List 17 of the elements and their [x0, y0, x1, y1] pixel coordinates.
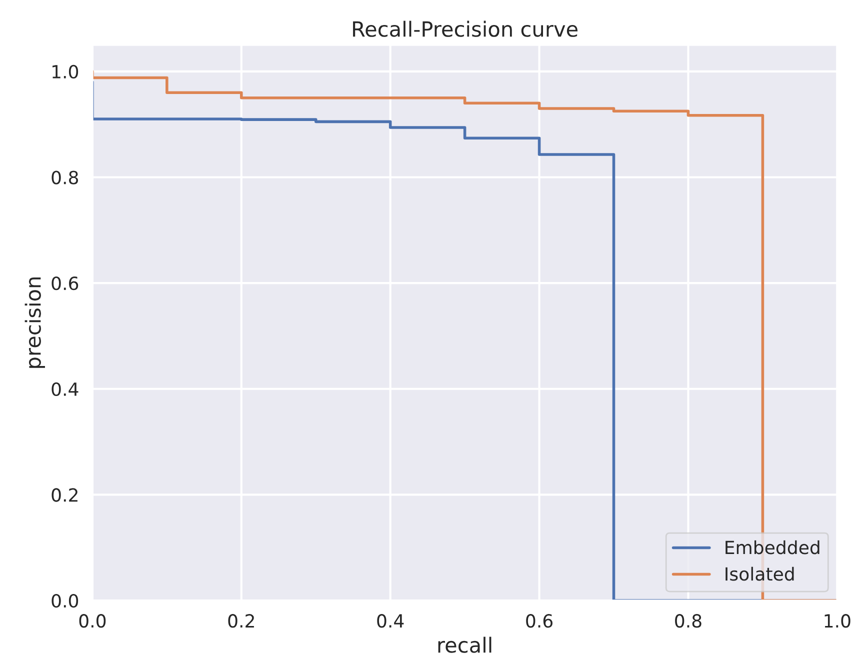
legend-label: Isolated [726, 566, 794, 581]
y-tick-label: 0.8 [52, 170, 78, 184]
x-tick-label: 0.2 [228, 614, 254, 628]
x-tick-label: 0.4 [377, 614, 404, 628]
x-axis-title: recall [438, 636, 492, 653]
y-tick-label: 0.0 [52, 594, 78, 608]
chart-title: Recall-Precision curve [353, 20, 578, 37]
y-axis-title: precision [24, 278, 45, 368]
y-tick-label: 0.6 [52, 276, 78, 290]
x-tick-label: 0.0 [79, 614, 106, 628]
y-tick-label: 1.0 [52, 64, 78, 79]
legend-label: Embedded [726, 540, 820, 554]
x-tick-label: 0.8 [675, 614, 702, 628]
y-tick-label: 0.4 [52, 382, 78, 396]
x-tick-label: 0.6 [526, 614, 552, 628]
x-tick-label: 1.0 [824, 614, 850, 628]
y-tick-label: 0.2 [52, 488, 78, 502]
